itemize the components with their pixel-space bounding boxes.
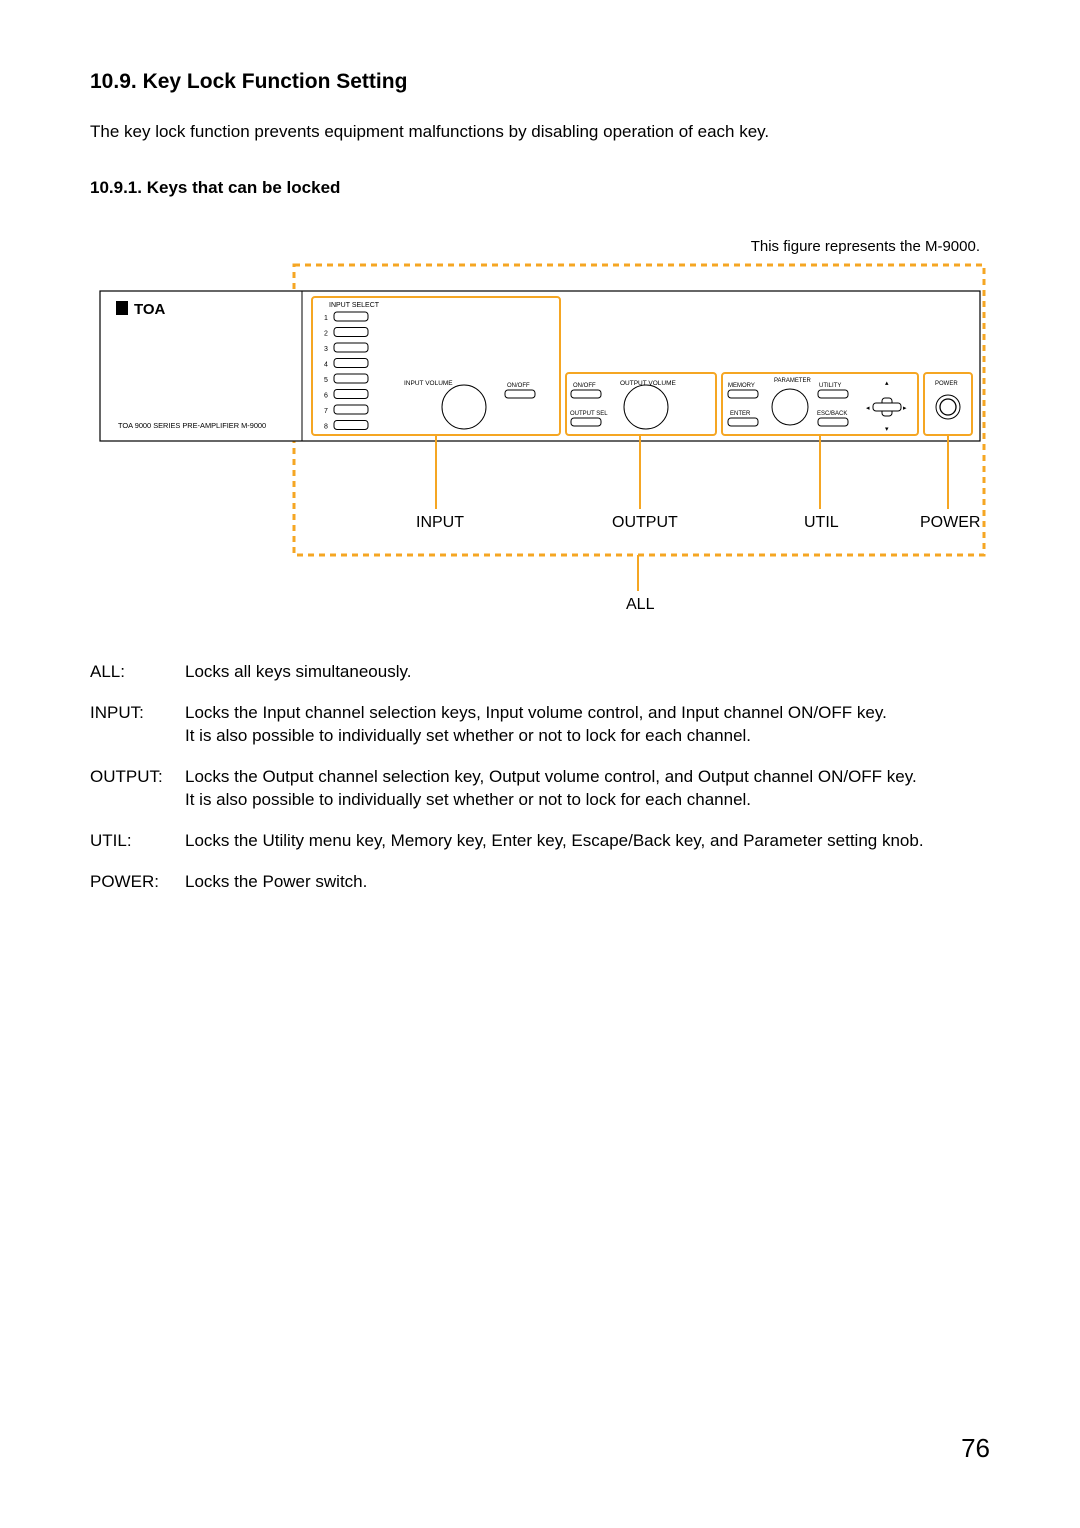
svg-text:▴: ▴ xyxy=(885,380,889,387)
group-label-output: OUTPUT xyxy=(612,514,678,531)
def-term: INPUT: xyxy=(90,702,185,748)
def-desc: Locks the Utility menu key, Memory key, … xyxy=(185,830,990,853)
channel-number: 6 xyxy=(324,393,328,400)
subsection-title-text: Keys that can be locked xyxy=(147,178,341,197)
svg-text:▾: ▾ xyxy=(885,426,889,433)
channel-button xyxy=(334,359,368,368)
svg-text:◂: ◂ xyxy=(866,405,870,412)
memory-button xyxy=(728,390,758,398)
onoff-left-label: ON/OFF xyxy=(507,383,530,389)
def-row: POWER: Locks the Power switch. xyxy=(90,871,990,894)
def-row: OUTPUT: Locks the Output channel selecti… xyxy=(90,766,990,812)
channel-button xyxy=(334,374,368,383)
group-label-all: ALL xyxy=(626,596,655,613)
device-outline xyxy=(100,291,980,441)
channel-button xyxy=(334,312,368,321)
memory-label: MEMORY xyxy=(728,383,755,389)
device-diagram: TOA TOA 9000 SERIES PRE-AMPLIFIER M-9000… xyxy=(90,261,990,621)
channel-button xyxy=(334,421,368,430)
def-row: ALL: Locks all keys simultaneously. xyxy=(90,661,990,684)
section-number: 10.9. xyxy=(90,70,137,93)
group-label-input: INPUT xyxy=(416,514,464,531)
figure-caption: This figure represents the M-9000. xyxy=(90,238,980,255)
power-label: POWER xyxy=(935,381,958,387)
channel-number: 1 xyxy=(324,315,328,322)
def-desc: Locks the Power switch. xyxy=(185,871,990,894)
enter-label: ENTER xyxy=(730,411,751,417)
brand-label: TOA xyxy=(134,301,166,318)
enter-button xyxy=(728,418,758,426)
output-volume-knob xyxy=(624,385,668,429)
section-title-text: Key Lock Function Setting xyxy=(143,70,408,93)
svg-text:▸: ▸ xyxy=(903,405,907,412)
utility-button xyxy=(818,390,848,398)
def-term: POWER: xyxy=(90,871,185,894)
escback-button xyxy=(818,418,848,426)
onoff-right-label: ON/OFF xyxy=(573,383,596,389)
output-sel-button xyxy=(571,418,601,426)
group-label-util: UTIL xyxy=(804,514,839,531)
channel-number: 5 xyxy=(324,377,328,384)
escback-label: ESC/BACK xyxy=(817,411,847,417)
section-title: 10.9. Key Lock Function Setting xyxy=(90,70,990,94)
output-sel-label: OUTPUT SEL xyxy=(570,411,608,417)
page-number: 76 xyxy=(961,1433,990,1464)
channel-number: 3 xyxy=(324,346,328,353)
input-volume-knob xyxy=(442,385,486,429)
channel-button xyxy=(334,390,368,399)
channel-number: 8 xyxy=(324,424,328,431)
onoff-right-button xyxy=(571,390,601,398)
channel-button xyxy=(334,405,368,414)
input-volume-label: INPUT VOLUME xyxy=(404,380,453,387)
intro-text: The key lock function prevents equipment… xyxy=(90,122,990,142)
def-desc: Locks the Input channel selection keys, … xyxy=(185,702,990,748)
utility-label: UTILITY xyxy=(819,383,841,389)
def-row: UTIL: Locks the Utility menu key, Memory… xyxy=(90,830,990,853)
channel-button xyxy=(334,328,368,337)
power-switch xyxy=(940,399,956,415)
def-term: UTIL: xyxy=(90,830,185,853)
def-term: OUTPUT: xyxy=(90,766,185,812)
channel-number: 2 xyxy=(324,331,328,338)
onoff-left-button xyxy=(505,390,535,398)
subsection-number: 10.9.1. xyxy=(90,178,142,197)
subsection-title: 10.9.1. Keys that can be locked xyxy=(90,178,990,198)
definitions-list: ALL: Locks all keys simultaneously. INPU… xyxy=(90,661,990,894)
def-desc: Locks all keys simultaneously. xyxy=(185,661,990,684)
input-select-label: INPUT SELECT xyxy=(329,302,380,309)
parameter-knob xyxy=(772,389,808,425)
def-row: INPUT: Locks the Input channel selection… xyxy=(90,702,990,748)
parameter-label: PARAMETER xyxy=(774,378,812,384)
channel-button xyxy=(334,343,368,352)
channel-number: 7 xyxy=(324,408,328,415)
channel-number: 4 xyxy=(324,362,328,369)
group-label-power: POWER xyxy=(920,514,980,531)
def-desc: Locks the Output channel selection key, … xyxy=(185,766,990,812)
def-term: ALL: xyxy=(90,661,185,684)
device-model-label: TOA 9000 SERIES PRE-AMPLIFIER M-9000 xyxy=(118,421,266,430)
